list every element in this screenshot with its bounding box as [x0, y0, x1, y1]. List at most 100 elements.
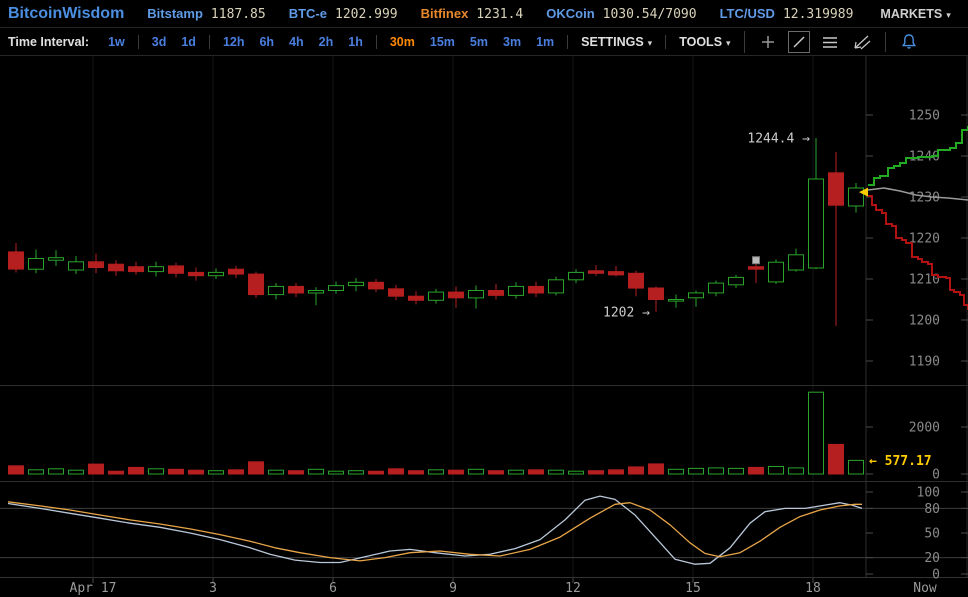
tools-group: TOOLS ▾: [665, 34, 743, 49]
axis-label: Now: [913, 581, 937, 596]
ticker-ltcusd-value: 12.319989: [782, 6, 854, 22]
ticker-okcoin-value: 1030.54/7090: [602, 6, 697, 22]
volume-bar: [188, 469, 204, 475]
candle: [448, 291, 464, 299]
volume-bar: [228, 469, 244, 475]
interval-30m[interactable]: 30m: [389, 34, 415, 49]
candle: [808, 178, 824, 269]
candle: [508, 285, 524, 296]
ticker-okcoin[interactable]: OKCoin 1030.54/7090: [546, 6, 696, 22]
candle: [388, 288, 404, 297]
candle: [428, 291, 444, 301]
last-price-line: [867, 187, 968, 201]
volume-bar: [468, 468, 484, 475]
axis-label: 1220: [909, 232, 940, 247]
candle: [28, 258, 44, 270]
markets-menu[interactable]: MARKETS ▾: [880, 6, 951, 21]
candle: [708, 282, 724, 294]
interval-3m[interactable]: 3m: [503, 34, 522, 49]
interval-2h[interactable]: 2h: [318, 34, 334, 49]
volume-bar: [408, 470, 424, 475]
candle: [488, 290, 504, 296]
ticker-bitstamp[interactable]: Bitstamp 1187.85: [147, 6, 265, 22]
interval-1m[interactable]: 1m: [536, 34, 555, 49]
axis-label: 2000: [909, 421, 940, 436]
interval-5m[interactable]: 5m: [469, 34, 488, 49]
interval-group-minutes: 30m 15m 5m 3m 1m: [375, 34, 567, 49]
volume-bar: [88, 463, 104, 475]
interval-6h[interactable]: 6h: [259, 34, 275, 49]
crosshair-plus-icon[interactable]: [758, 32, 778, 52]
candle: [628, 272, 644, 289]
volume-bar: [168, 468, 184, 475]
interval-3d[interactable]: 3d: [151, 34, 167, 49]
top-navbar: BitcoinWisdom Bitstamp 1187.85 BTC-e 1202.…: [0, 0, 968, 28]
candle: [108, 263, 124, 272]
axis-label: Apr 17: [70, 581, 117, 596]
interval-1w[interactable]: 1w: [108, 34, 125, 49]
volume-bar: [788, 467, 804, 475]
horizontal-lines-tool-icon[interactable]: [820, 32, 840, 52]
depth-asks-line: [868, 126, 968, 186]
candle: [368, 281, 384, 290]
chart-toolbar: Time Interval: 1w 3d 1d 12h 6h 4h 2h 1h …: [0, 28, 968, 56]
interval-15m[interactable]: 15m: [429, 34, 455, 49]
candle: [288, 285, 304, 294]
axis-label: 1250: [909, 109, 940, 124]
candle: [308, 290, 324, 294]
axis-label: 1230: [909, 191, 940, 206]
header-menus: MARKETS▾ MINING▾ Login or: [853, 6, 968, 21]
current-price-marker: [859, 187, 868, 197]
candle: [828, 172, 844, 206]
volume-bar: [268, 469, 284, 475]
ticker-btce[interactable]: BTC-e 1202.999: [289, 6, 398, 22]
candle: [768, 261, 784, 283]
interval-4h[interactable]: 4h: [289, 34, 304, 49]
volume-bar: [808, 391, 824, 475]
candle: [188, 271, 204, 277]
volume-bar: [68, 469, 84, 475]
candle: [748, 266, 764, 270]
axis-label: 1210: [909, 273, 940, 288]
candle: [168, 265, 184, 274]
candle: [568, 271, 584, 281]
chart-canvas[interactable]: 1250124012301220121012001190200001008050…: [0, 56, 968, 597]
ticker-ltcusd[interactable]: LTC/USD 12.319989: [720, 6, 854, 22]
volume-bar: [508, 469, 524, 475]
candle: [348, 281, 364, 287]
axis-label: 1190: [909, 355, 940, 370]
settings-menu[interactable]: SETTINGS ▾: [581, 34, 653, 49]
angle-tool-icon[interactable]: [850, 32, 872, 52]
trendline-tool-icon[interactable]: [787, 30, 810, 53]
candle: [248, 273, 264, 296]
logo[interactable]: BitcoinWisdom: [8, 4, 125, 22]
ticker-btce-name: BTC-e: [288, 5, 327, 21]
candle: [648, 287, 664, 300]
volume-bar: [428, 469, 444, 475]
volume-bar: [688, 467, 704, 475]
candle: [208, 271, 224, 277]
interval-12h[interactable]: 12h: [222, 34, 245, 49]
chevron-down-icon: ▾: [647, 37, 653, 48]
ticker-bitstamp-name: Bitstamp: [147, 5, 203, 21]
candle: [548, 279, 564, 294]
candle: [328, 285, 344, 292]
axis-label: ← 577.17: [869, 454, 932, 469]
alerts-group: [884, 31, 932, 52]
interval-group-days: 3d 1d: [137, 34, 209, 49]
volume-bar: [748, 466, 764, 475]
axis-label: 1202 →: [603, 305, 650, 320]
volume-bar: [768, 466, 784, 475]
volume-bar: [28, 469, 44, 475]
candle: [68, 261, 84, 271]
alert-bell-icon[interactable]: [899, 32, 919, 52]
candle: [268, 285, 284, 296]
ticker-bitfinex[interactable]: Bitfinex 1231.4: [421, 6, 524, 22]
volume-bar: [668, 468, 684, 475]
interval-1d[interactable]: 1d: [181, 34, 196, 49]
volume-bar: [628, 466, 644, 475]
axis-label: 1244.4 →: [747, 131, 810, 146]
candles-layer: [8, 137, 864, 475]
tools-menu[interactable]: TOOLS ▾: [679, 34, 731, 49]
interval-1h[interactable]: 1h: [348, 34, 363, 49]
